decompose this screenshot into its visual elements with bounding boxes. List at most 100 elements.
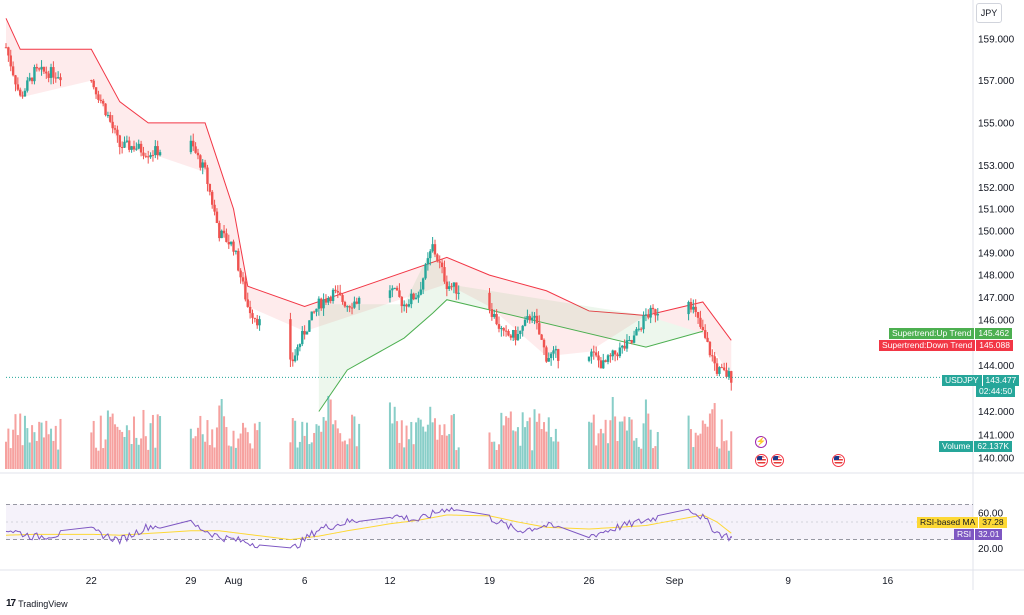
price-tick-label: 140.000 [978, 454, 1015, 465]
volume-bar [310, 442, 313, 469]
candle-body [341, 295, 344, 302]
candle-body [722, 367, 726, 371]
volume-bar [410, 421, 413, 469]
candle-body [4, 47, 8, 49]
volume-bar [246, 432, 249, 469]
candles [4, 43, 733, 391]
volume-bar [607, 443, 610, 469]
time-tick-label: Sep [665, 576, 683, 587]
volume-bar [592, 414, 595, 469]
candle-body [90, 80, 93, 82]
candle-body [699, 317, 702, 327]
candle-body [590, 351, 593, 357]
candle-body [324, 299, 328, 303]
volume-bar [604, 419, 607, 469]
volume-bar [697, 435, 700, 469]
volume-bar [306, 422, 309, 469]
rsi-ma-label: RSI-based MA [917, 517, 979, 528]
candle-body [642, 315, 645, 330]
candle-body [350, 307, 354, 309]
candle-body [713, 356, 716, 364]
candle-body [711, 355, 714, 357]
volume-bar [422, 426, 425, 469]
volume-bar [315, 424, 318, 469]
currency-button[interactable]: JPY [976, 3, 1002, 23]
volume-bar [128, 430, 131, 469]
volume-bar [294, 420, 297, 469]
tradingview-branding[interactable]: 17 TradingView [6, 598, 68, 609]
candle-body [625, 340, 629, 349]
volume-bar [28, 442, 31, 469]
candle-body [353, 301, 356, 308]
volume-bar [588, 421, 591, 469]
candle-body [147, 156, 150, 158]
volume-bar [31, 425, 34, 469]
candle-body [542, 339, 546, 348]
volume-bar [711, 409, 714, 469]
volume-bar [505, 416, 508, 469]
candle-body [493, 314, 496, 317]
candle-body [293, 355, 297, 362]
volume-bar [455, 450, 458, 469]
candle-body [391, 288, 394, 291]
candle-body [149, 154, 152, 158]
candle-body [42, 66, 46, 72]
candle-body [393, 287, 396, 289]
candle-body [210, 191, 214, 205]
volume-bar [614, 416, 617, 469]
candle-body [154, 146, 157, 156]
volume-bar [609, 420, 612, 469]
price-tick-label: 146.000 [978, 315, 1015, 326]
volume-bar [194, 436, 197, 469]
symbol-label: USDJPY [942, 375, 982, 386]
candle-body [23, 90, 27, 97]
volume-bar [149, 423, 152, 469]
us-flag-event-icon[interactable] [832, 454, 845, 467]
candle-body [215, 211, 219, 224]
candle-body [203, 162, 207, 168]
candle-body [592, 351, 595, 353]
price-tick-label: 141.000 [978, 430, 1015, 441]
candle-body [587, 356, 591, 361]
candle-body [528, 316, 531, 321]
candle-body [244, 281, 247, 300]
volume-bar [441, 435, 444, 469]
us-flag-event-icon[interactable] [755, 454, 768, 467]
price-tick-label: 142.000 [978, 407, 1015, 418]
volume-bar [526, 421, 529, 469]
candle-body [715, 363, 719, 374]
candle-body [317, 298, 321, 309]
us-flag-event-icon[interactable] [771, 454, 784, 467]
candle-body [448, 286, 451, 289]
volume-bar [251, 448, 254, 469]
volume-bar [26, 428, 29, 469]
volume-bar [516, 427, 519, 469]
volume-bar [313, 432, 316, 469]
candle-body [405, 304, 408, 307]
candle-body [621, 345, 624, 348]
candle-body [312, 311, 316, 313]
volume-bar [353, 416, 356, 469]
volume-bar [493, 441, 496, 469]
volume-bar [196, 427, 199, 469]
candle-body [419, 289, 422, 295]
candle-body [334, 289, 337, 291]
volume-bar [611, 396, 614, 469]
candle-body [502, 328, 505, 331]
volume-bar [436, 439, 439, 469]
candle-body [429, 251, 432, 259]
dividend-lightning-icon[interactable]: ⚡ [755, 436, 767, 448]
volume-bar [211, 429, 214, 469]
volume-bar [92, 420, 95, 469]
volume-bar [332, 424, 335, 469]
volume-bar [38, 421, 41, 469]
volume-bar [637, 446, 640, 469]
time-tick-label: 16 [882, 576, 894, 587]
volume-bar [159, 416, 162, 469]
candle-body [291, 359, 294, 362]
volume-bar [324, 420, 327, 469]
volume-bar [239, 433, 242, 469]
volume-bar [647, 413, 650, 469]
candle-body [56, 77, 60, 79]
